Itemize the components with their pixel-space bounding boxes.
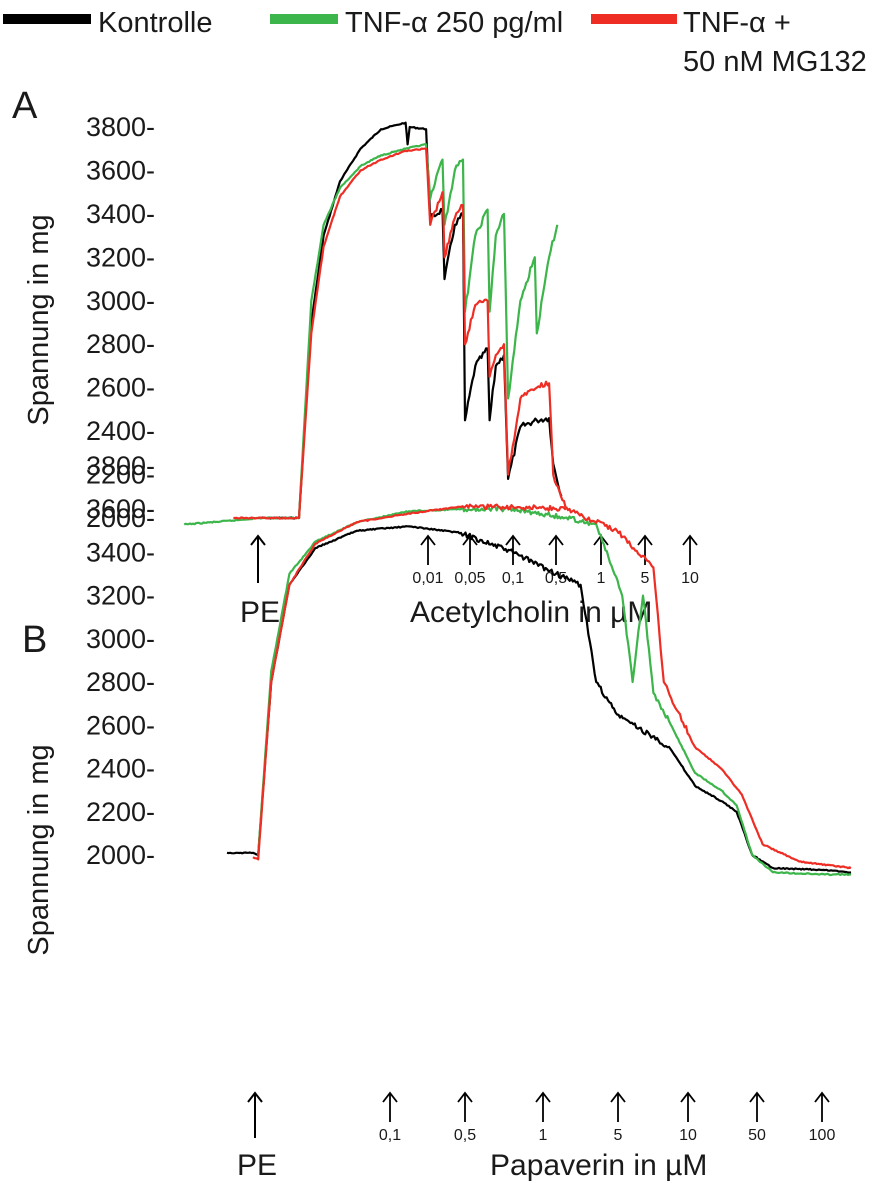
panel-a-ytick-label: 3000- xyxy=(86,286,155,316)
panel-a-ytick-label: 2000- xyxy=(86,503,155,533)
panel-a-ytick-label: 3400- xyxy=(86,199,155,229)
panel-a-pe-arrow-icon xyxy=(250,534,266,583)
legend-swatch-tnf xyxy=(270,14,338,24)
panel-a: A Spannung in mg 3800- 3600- 3400- 3200- 300… xyxy=(12,85,699,629)
legend-label-tnf: TNF-α 250 pg/ml xyxy=(345,7,563,39)
panel-b-stimulus-label: PE xyxy=(237,1149,277,1182)
panel-b-series xyxy=(226,503,852,877)
panel-a-series-tnf-mg132 xyxy=(233,147,567,520)
panel-b-ytick-label: 3000- xyxy=(86,624,155,654)
panel-a-dose-label: 0,1 xyxy=(502,570,524,587)
panel-b-ylabel: Spannung in mg xyxy=(23,744,55,955)
panel-a-ytick-label: 2200- xyxy=(86,460,155,490)
panel-b-dose-arrow-icon xyxy=(680,1091,696,1122)
panel-b-dose-label: 5 xyxy=(614,1127,623,1144)
panel-b-agent-label: Papaverin in µM xyxy=(490,1149,707,1182)
legend-label-tnf-mg132-line1: TNF-α + xyxy=(683,7,791,39)
panel-b-ytick-label: 3800- xyxy=(86,451,155,481)
panel-b-series-tnf xyxy=(257,505,852,877)
panel-a-dose-arrow-icon xyxy=(637,534,653,565)
panel-a-ytick-label: 2800- xyxy=(86,329,155,359)
panel-a-ylabel: Spannung in mg xyxy=(23,214,55,425)
legend-label-tnf-mg132-line2: 50 nM MG132 xyxy=(683,46,867,78)
panel-b-dose-arrow-icon xyxy=(814,1091,830,1122)
panel-a-dose-label: 0,01 xyxy=(412,570,443,587)
panel-a-ytick-label: 3200- xyxy=(86,242,155,272)
panel-a-dose-label: 10 xyxy=(681,570,699,587)
panel-a-stimulus-label: PE xyxy=(240,596,280,629)
panel-b-dose-arrow-icon xyxy=(535,1091,551,1122)
panel-b-ytick-label: 2600- xyxy=(86,710,155,740)
panel-a-dose-label: 0,5 xyxy=(545,570,567,587)
panel-b-dose-arrow-icon xyxy=(749,1091,765,1122)
panel-b-dose-arrow-icon xyxy=(610,1091,626,1122)
legend-swatch-kontrolle xyxy=(3,14,91,24)
panel-a-dose-arrows: 0,01 0,05 0,1 0,5 1 5 10 xyxy=(250,534,699,587)
panel-a-dose-label: 1 xyxy=(597,570,606,587)
panel-b: B Spannung in mg 3800- 3600- 3400- 3200- 300… xyxy=(22,451,852,1182)
panel-a-yticks: 3800- 3600- 3400- 3200- 3000- 2800- 2600- 2400-… xyxy=(86,112,155,533)
panel-b-dose-label: 1 xyxy=(539,1127,548,1144)
panel-b-yticks: 3800- 3600- 3400- 3200- 3000- 2800- 2600- 2400-… xyxy=(86,451,155,870)
panel-b-ytick-label: 3400- xyxy=(86,537,155,567)
panel-a-dose-arrow-icon xyxy=(420,534,436,565)
panel-b-dose-label: 50 xyxy=(748,1127,766,1144)
panel-b-ytick-label: 2400- xyxy=(86,754,155,784)
panel-b-label: B xyxy=(22,619,47,661)
panel-a-series-tnf xyxy=(183,143,559,526)
panel-a-dose-label: 0,05 xyxy=(454,570,485,587)
panel-a-ytick-label: 3800- xyxy=(86,112,155,142)
legend-label-kontrolle: Kontrolle xyxy=(98,7,212,39)
panel-b-dose-label: 10 xyxy=(679,1127,697,1144)
panel-b-ytick-label: 2800- xyxy=(86,667,155,697)
panel-b-ytick-label: 2000- xyxy=(86,840,155,870)
panel-a-ytick-label: 2600- xyxy=(86,373,155,403)
panel-a-ytick-label: 3600- xyxy=(86,155,155,185)
panel-b-dose-label: 100 xyxy=(809,1127,836,1144)
panel-a-dose-arrow-icon xyxy=(682,534,698,565)
legend-swatch-tnf-mg132 xyxy=(591,14,677,24)
panel-a-dose-arrow-icon xyxy=(462,534,478,565)
panel-b-series-kontrolle xyxy=(226,525,852,874)
panel-b-dose-arrow-icon xyxy=(457,1091,473,1122)
panel-b-ytick-label: 2200- xyxy=(86,797,155,827)
panel-a-agent-label: Acetylcholin in µM xyxy=(410,596,652,629)
panel-b-series-tnf-mg132 xyxy=(252,503,852,870)
panel-b-dose-arrows: 0,1 0,5 1 5 10 50 100 xyxy=(247,1091,836,1144)
panel-b-dose-arrow-icon xyxy=(382,1091,398,1122)
panel-a-dose-label: 5 xyxy=(641,570,650,587)
panel-b-dose-label: 0,1 xyxy=(379,1127,401,1144)
panel-a-label: A xyxy=(12,85,38,127)
panel-b-ytick-label: 3600- xyxy=(86,494,155,524)
panel-b-ytick-label: 3200- xyxy=(86,581,155,611)
legend: Kontrolle TNF-α 250 pg/ml TNF-α + 50 nM … xyxy=(3,7,867,78)
panel-a-ytick-label: 2400- xyxy=(86,416,155,446)
panel-a-dose-arrow-icon xyxy=(548,534,564,565)
panel-a-series xyxy=(183,121,567,526)
panel-b-pe-arrow-icon xyxy=(247,1091,263,1138)
panel-b-dose-label: 0,5 xyxy=(454,1127,476,1144)
